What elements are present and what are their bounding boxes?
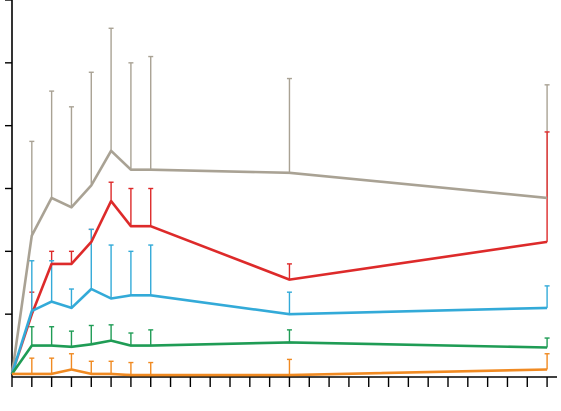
series-line-0 — [10, 149, 548, 375]
chart-axes — [5, 0, 557, 387]
series-line-1 — [10, 199, 548, 375]
series-line-2 — [10, 287, 548, 375]
series-line-4 — [12, 368, 548, 377]
series-line-3 — [10, 339, 548, 375]
series-lines — [10, 149, 548, 377]
error-bars — [29, 27, 550, 376]
